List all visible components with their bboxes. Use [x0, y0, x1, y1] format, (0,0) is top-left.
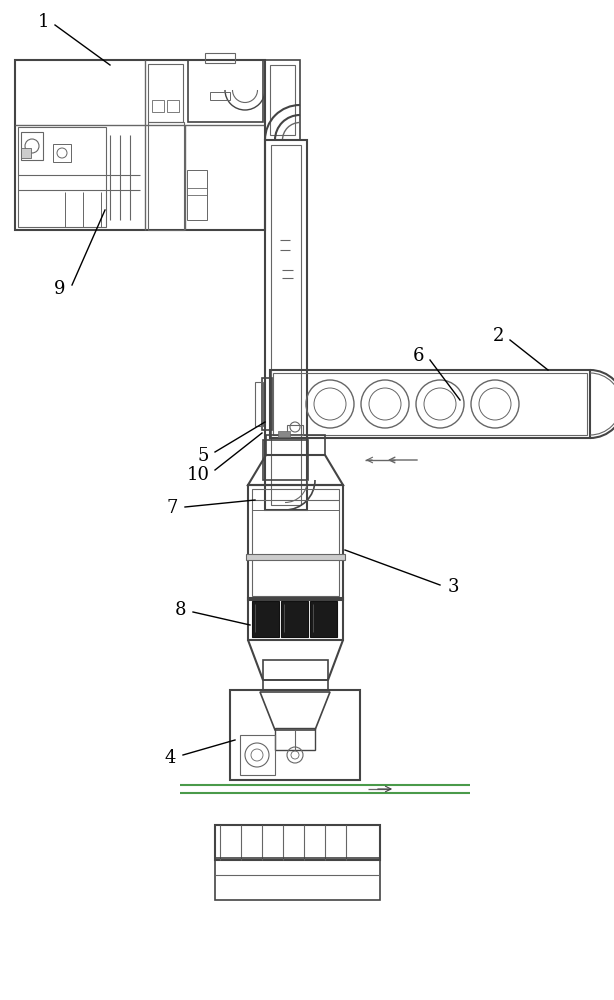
Bar — [262, 378, 272, 430]
Bar — [248, 598, 343, 640]
Bar — [281, 601, 308, 637]
Bar — [230, 690, 360, 780]
Bar — [252, 489, 339, 596]
Text: 9: 9 — [54, 280, 66, 298]
Text: 6: 6 — [412, 347, 424, 365]
Bar — [263, 440, 308, 480]
Bar — [266, 435, 325, 455]
Bar — [215, 825, 380, 860]
Text: 10: 10 — [187, 466, 209, 484]
Bar — [21, 132, 43, 160]
Text: 4: 4 — [165, 749, 176, 767]
Bar — [205, 53, 235, 63]
Bar — [270, 370, 590, 438]
Bar — [21, 148, 31, 158]
Bar — [275, 728, 315, 750]
Bar — [53, 144, 71, 162]
Bar — [310, 601, 337, 637]
Bar — [265, 140, 307, 510]
Text: 1: 1 — [37, 13, 49, 31]
Bar — [270, 65, 295, 135]
Text: 2: 2 — [492, 327, 503, 345]
Text: 7: 7 — [166, 499, 177, 517]
Bar — [278, 431, 290, 437]
Bar — [188, 60, 263, 122]
Bar — [240, 735, 275, 775]
Bar — [248, 485, 343, 600]
Bar — [263, 680, 328, 690]
Bar — [255, 382, 263, 426]
Bar — [167, 100, 179, 112]
Bar — [287, 425, 303, 435]
Bar — [265, 60, 300, 140]
Text: 5: 5 — [197, 447, 209, 465]
Bar — [273, 373, 587, 435]
Bar — [18, 127, 106, 227]
Bar — [215, 858, 380, 900]
Bar — [246, 554, 345, 560]
Bar — [187, 170, 207, 220]
Bar — [15, 60, 265, 230]
Bar — [148, 122, 184, 230]
Text: 8: 8 — [175, 601, 187, 619]
Bar — [152, 100, 164, 112]
Bar — [252, 601, 279, 637]
Bar — [210, 92, 230, 100]
Bar — [271, 145, 301, 505]
Bar — [263, 660, 328, 680]
Bar — [148, 64, 183, 122]
Text: 3: 3 — [447, 578, 459, 596]
